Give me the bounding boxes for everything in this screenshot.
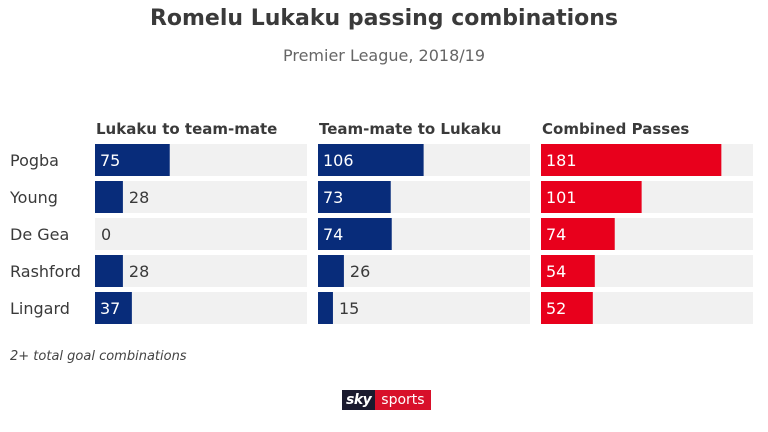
bar xyxy=(318,181,391,213)
bar-value-label: 52 xyxy=(546,299,566,318)
bar xyxy=(318,218,392,250)
row-label-de-gea: De Gea xyxy=(10,225,69,244)
bar xyxy=(318,144,424,176)
bar xyxy=(318,255,344,287)
bar-value-label: 101 xyxy=(546,188,577,207)
bar xyxy=(541,181,642,213)
bar-track xyxy=(95,255,307,287)
bar-value-label: 106 xyxy=(323,151,354,170)
bar-value-label: 28 xyxy=(129,262,149,281)
bar-value-label: 15 xyxy=(339,299,359,318)
row-label-rashford: Rashford xyxy=(10,262,81,281)
bar-value-label: 54 xyxy=(546,262,566,281)
footnote: 2+ total goal combinations xyxy=(10,349,187,364)
bar-value-label: 28 xyxy=(129,188,149,207)
bar-value-label: 0 xyxy=(101,225,111,244)
bar-track xyxy=(95,181,307,213)
column-header-3: Combined Passes xyxy=(542,120,689,138)
bar-value-label: 181 xyxy=(546,151,577,170)
row-label-young: Young xyxy=(9,188,58,207)
bar-track xyxy=(318,255,530,287)
bar-value-label: 75 xyxy=(100,151,120,170)
bar xyxy=(95,292,132,324)
column-header-1: Lukaku to team-mate xyxy=(96,120,277,138)
row-label-pogba: Pogba xyxy=(10,151,59,170)
chart-title: Romelu Lukaku passing combinations xyxy=(149,6,619,31)
bar-value-label: 73 xyxy=(323,188,343,207)
bar-track xyxy=(95,218,307,250)
chart-subtitle: Premier League, 2018/19 xyxy=(282,46,486,65)
bar-value-label: 26 xyxy=(350,262,370,281)
column-header-2: Team-mate to Lukaku xyxy=(319,120,501,138)
sky-sports-logo: sky sports xyxy=(342,390,431,410)
logo-sky-text: sky xyxy=(342,390,376,410)
bar-track xyxy=(318,292,530,324)
row-label-lingard: Lingard xyxy=(10,299,70,318)
bar xyxy=(541,218,615,250)
bar-value-label: 74 xyxy=(323,225,343,244)
bar xyxy=(95,144,170,176)
bar xyxy=(541,292,593,324)
bar xyxy=(318,292,333,324)
bar xyxy=(541,144,722,176)
bar-value-label: 74 xyxy=(546,225,566,244)
bar xyxy=(541,255,595,287)
bar-value-label: 37 xyxy=(100,299,120,318)
logo-sports-text: sports xyxy=(375,390,431,410)
bar xyxy=(95,181,123,213)
bar xyxy=(95,255,123,287)
